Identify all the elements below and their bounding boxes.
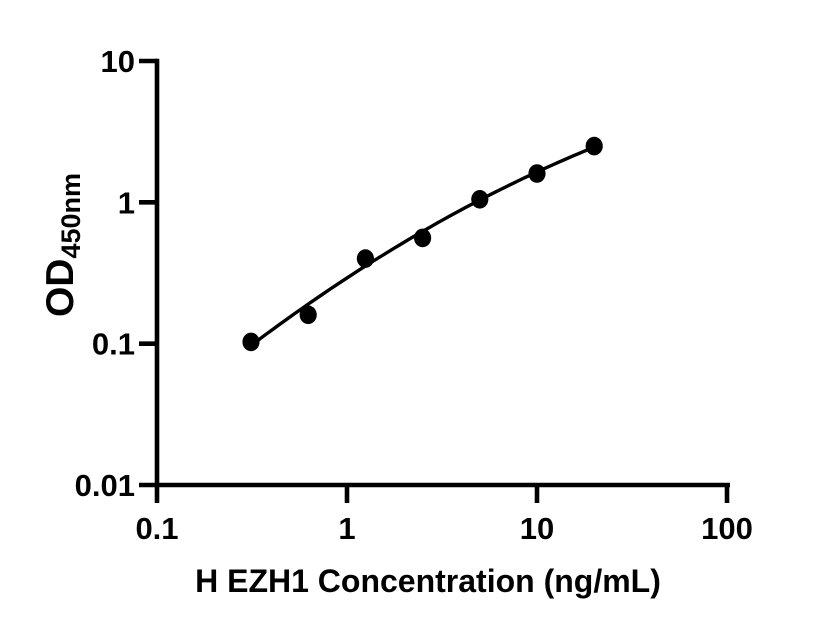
x-tick-label: 10 — [520, 511, 554, 546]
y-axis-title: OD450nm — [39, 173, 86, 317]
y-tick-label: 0.1 — [92, 327, 135, 362]
x-tick-label: 1 — [338, 511, 355, 546]
x-axis-title: H EZH1 Concentration (ng/mL) — [195, 563, 661, 599]
x-tick-label: 100 — [701, 511, 753, 546]
axes-frame — [154, 58, 730, 488]
data-points-layer — [242, 136, 603, 352]
x-tick-label: 0.1 — [135, 511, 178, 546]
y-tick-label: 1 — [118, 185, 135, 220]
data-point — [242, 332, 260, 352]
y-axis-title-main: OD — [39, 259, 82, 318]
data-point — [528, 164, 546, 183]
data-point — [471, 190, 489, 209]
data-point — [414, 228, 432, 248]
data-point — [356, 249, 374, 268]
y-tick-label: 0.01 — [75, 468, 135, 503]
data-point — [585, 136, 603, 156]
y-axis-title-subscript: 450nm — [56, 173, 86, 259]
y-tick-label: 10 — [101, 44, 135, 79]
data-point — [299, 305, 317, 325]
